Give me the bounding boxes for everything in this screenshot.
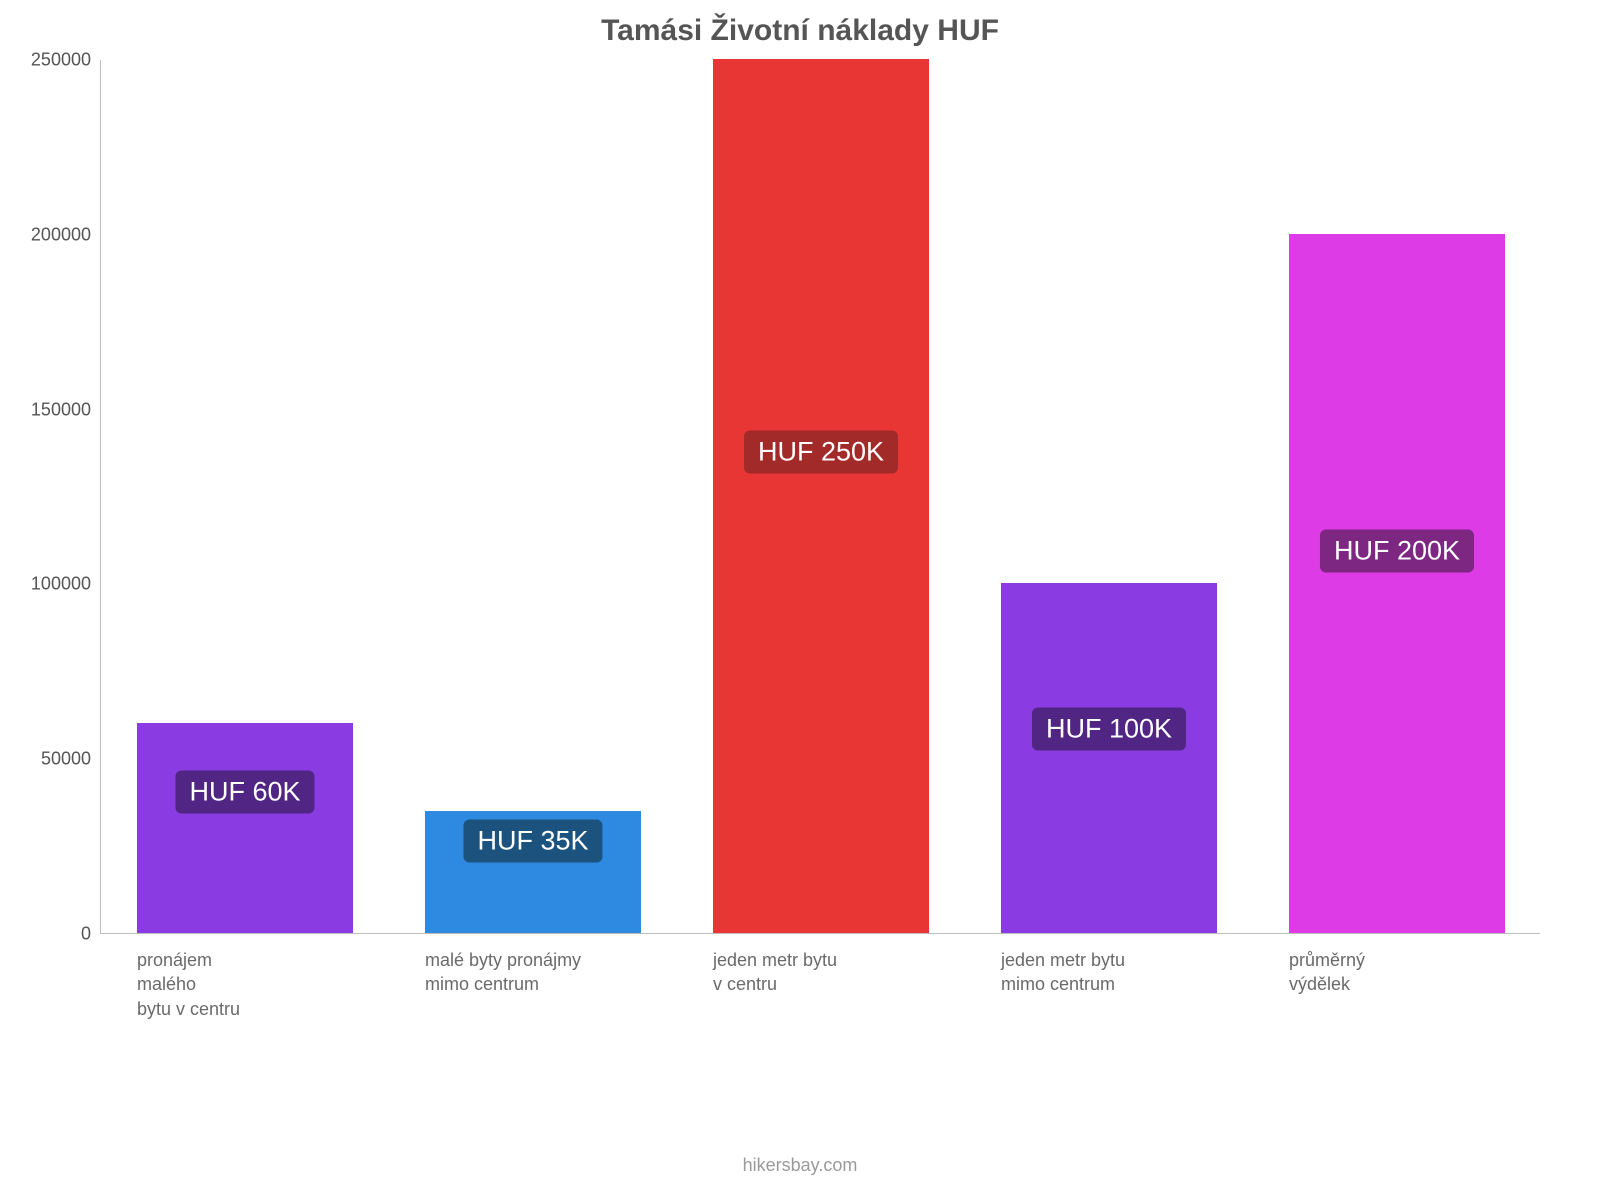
bar-value-label: HUF 35K [463, 820, 602, 863]
bar [1001, 583, 1217, 933]
bar-value-label: HUF 200K [1320, 530, 1474, 573]
chart-container: Tamási Životní náklady HUF 0500001000001… [0, 0, 1600, 1200]
y-tick-label: 100000 [31, 574, 101, 595]
y-tick-label: 200000 [31, 224, 101, 245]
bar [137, 723, 353, 933]
bar-value-label: HUF 100K [1032, 708, 1186, 751]
x-category-label: malé byty pronájmy mimo centrum [425, 948, 641, 997]
y-tick-label: 50000 [41, 749, 101, 770]
bar-value-label: HUF 60K [175, 771, 314, 814]
y-tick-label: 0 [81, 924, 101, 945]
x-category-label: jeden metr bytu v centru [713, 948, 929, 997]
bar [713, 59, 929, 933]
chart-title: Tamási Životní náklady HUF [0, 14, 1600, 48]
x-category-label: pronájem malého bytu v centru [137, 948, 353, 1021]
plot-area: 050000100000150000200000250000HUF 60Kpro… [100, 60, 1540, 934]
y-tick-label: 250000 [31, 50, 101, 71]
bar-value-label: HUF 250K [744, 430, 898, 473]
bar [1289, 234, 1505, 933]
y-tick-label: 150000 [31, 399, 101, 420]
x-category-label: jeden metr bytu mimo centrum [1001, 948, 1217, 997]
chart-footer: hikersbay.com [0, 1155, 1600, 1176]
x-category-label: průměrný výdělek [1289, 948, 1505, 997]
